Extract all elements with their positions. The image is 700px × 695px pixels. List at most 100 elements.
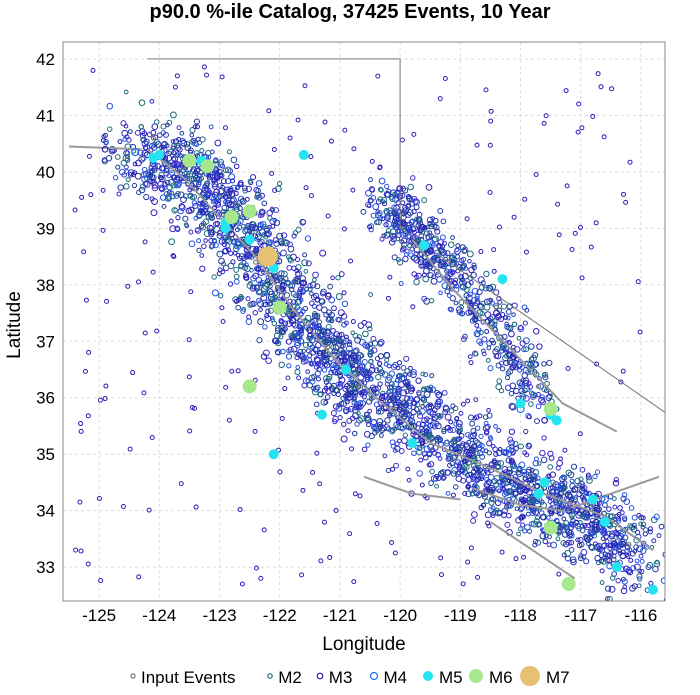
background-event	[138, 186, 146, 194]
background-event	[142, 330, 148, 336]
background-event	[457, 448, 463, 454]
background-event	[363, 414, 371, 422]
background-event	[245, 296, 251, 302]
background-event	[345, 428, 351, 434]
background-event	[593, 543, 601, 551]
y-tick-labels: 33 34 35 36 37 38 39 40 41 42	[36, 50, 55, 577]
background-event	[624, 548, 631, 555]
background-event	[334, 357, 341, 364]
background-event	[400, 403, 408, 411]
background-event	[324, 394, 331, 400]
background-event	[297, 290, 303, 296]
background-event	[241, 255, 247, 262]
background-event	[627, 569, 634, 576]
background-event	[389, 239, 396, 246]
background-event	[464, 216, 470, 222]
background-event	[341, 226, 347, 232]
background-event	[375, 405, 382, 412]
background-event	[199, 265, 206, 272]
background-event	[513, 556, 519, 562]
background-event	[176, 161, 182, 168]
background-event	[615, 577, 621, 584]
background-event	[512, 473, 519, 480]
background-event	[351, 369, 358, 376]
background-event	[258, 307, 263, 312]
background-event	[233, 190, 239, 196]
background-event	[593, 220, 599, 226]
background-event	[305, 369, 311, 374]
background-event	[296, 375, 302, 381]
background-event	[444, 264, 452, 272]
background-event	[203, 238, 208, 243]
background-event	[570, 463, 578, 470]
background-event	[403, 355, 410, 362]
background-event	[428, 480, 434, 487]
background-event	[189, 132, 195, 138]
background-event	[484, 329, 490, 335]
background-event	[408, 228, 414, 234]
background-event	[513, 445, 519, 452]
background-event	[421, 272, 427, 278]
background-event	[314, 450, 320, 456]
background-event	[555, 536, 561, 542]
background-event	[132, 161, 138, 167]
background-event	[341, 349, 347, 355]
background-event	[192, 124, 198, 130]
background-event	[117, 184, 124, 191]
background-event	[470, 308, 476, 313]
background-event	[279, 324, 285, 331]
background-event	[462, 466, 468, 472]
background-event	[454, 470, 461, 477]
background-event	[541, 435, 547, 441]
background-event	[590, 113, 596, 119]
background-event	[407, 183, 414, 191]
background-event	[354, 401, 362, 409]
background-event	[439, 243, 446, 250]
background-event	[420, 263, 426, 269]
background-event	[463, 441, 470, 448]
background-event	[176, 125, 182, 131]
background-event	[150, 209, 158, 217]
background-event	[446, 293, 452, 298]
background-event	[368, 177, 373, 183]
background-event	[455, 436, 462, 442]
data-point	[298, 149, 309, 160]
background-event	[451, 259, 458, 266]
background-event	[466, 250, 474, 258]
x-axis-label: Longitude	[322, 634, 405, 655]
background-event	[434, 400, 442, 408]
background-event	[160, 146, 168, 154]
background-event	[514, 506, 520, 511]
data-point	[647, 584, 658, 595]
background-event	[323, 399, 329, 405]
background-event	[508, 402, 516, 410]
background-event	[295, 117, 301, 123]
background-event	[319, 329, 324, 334]
background-event	[436, 243, 443, 250]
background-event	[184, 144, 192, 151]
background-event	[467, 354, 473, 360]
background-event	[359, 363, 366, 371]
background-event	[499, 549, 505, 555]
background-event	[459, 284, 465, 290]
background-event	[433, 255, 441, 263]
data-point	[220, 223, 231, 234]
background-event	[529, 509, 536, 516]
background-event	[317, 481, 323, 487]
background-event	[275, 325, 282, 332]
background-event	[329, 333, 335, 339]
background-event	[330, 410, 337, 417]
background-event	[333, 348, 340, 355]
background-event	[261, 285, 268, 293]
background-event	[377, 164, 383, 170]
background-event	[569, 515, 575, 520]
background-event	[483, 420, 489, 426]
background-event	[290, 345, 298, 353]
background-event	[266, 288, 274, 295]
background-event	[500, 303, 507, 310]
background-event	[434, 483, 440, 489]
background-event	[384, 183, 390, 190]
background-event	[429, 373, 435, 379]
background-event	[430, 447, 435, 452]
